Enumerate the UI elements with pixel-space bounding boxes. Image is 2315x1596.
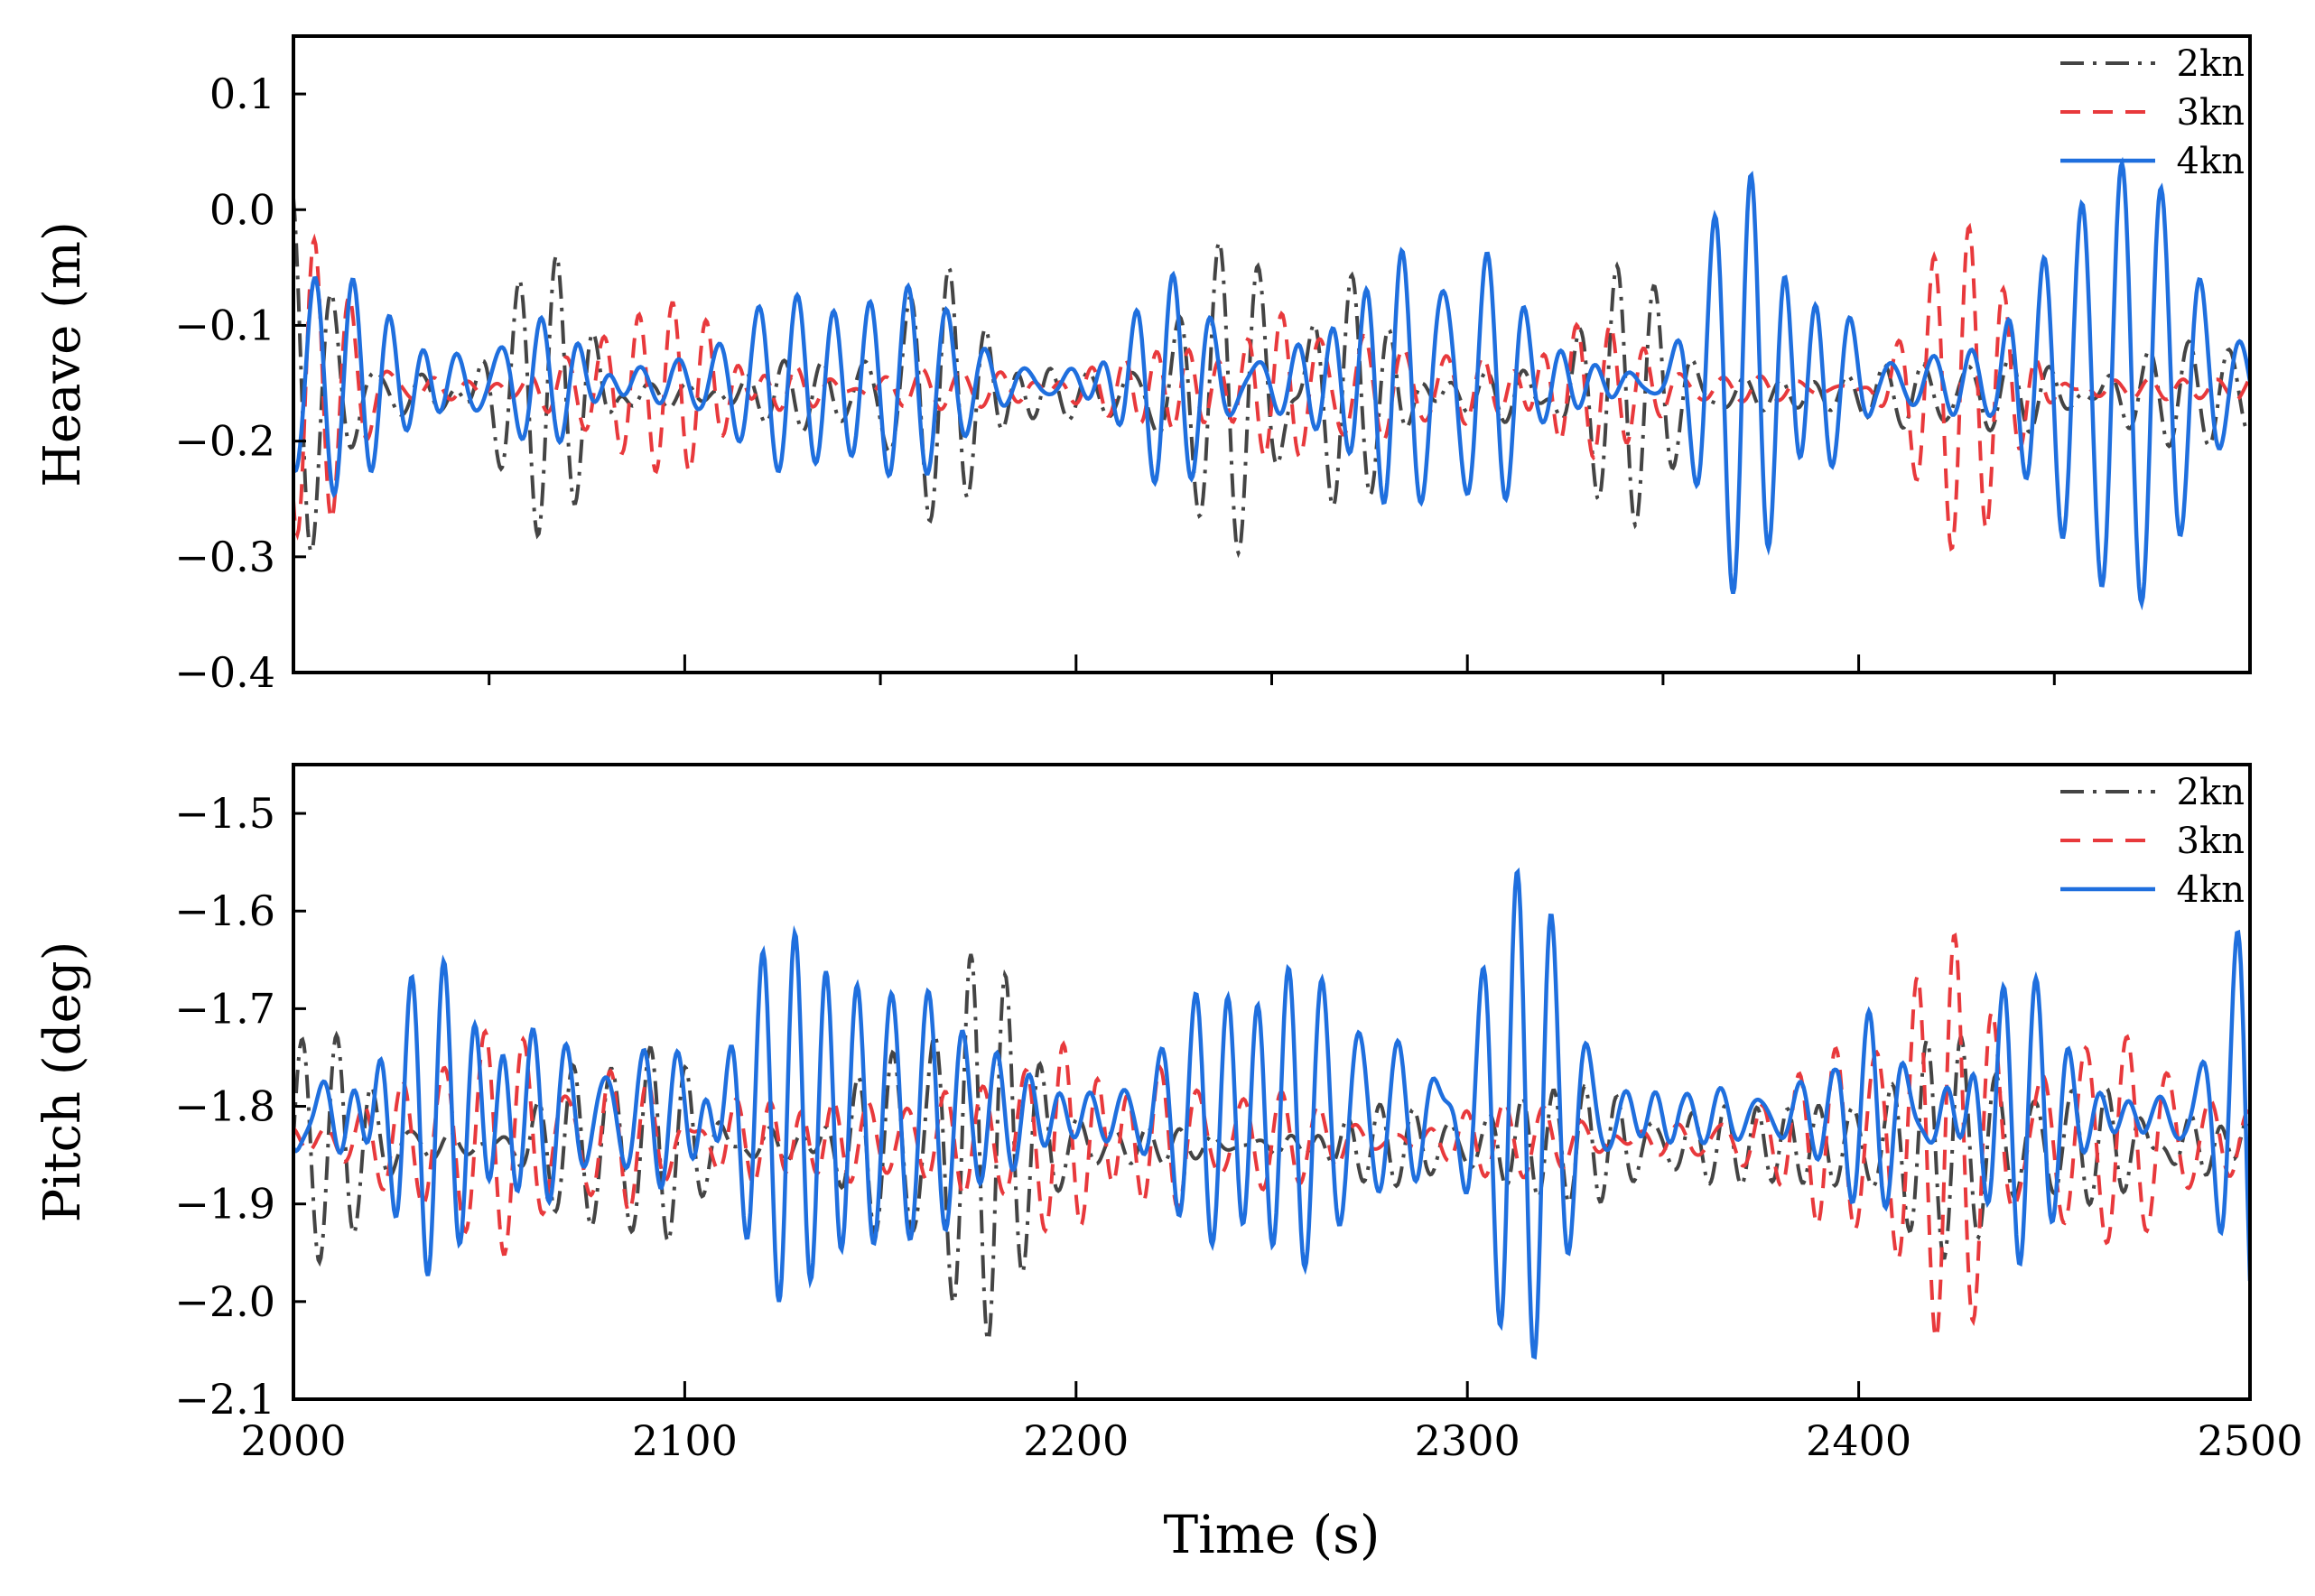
heave-panel: 0.1 0.0 −0.1 −0.2 −0.3 −0.4 Heave (m) 2kn 3kn 4kn — [33, 34, 2252, 697]
y-tick-label: −1.5 — [174, 789, 275, 838]
y-tick-label: −1.7 — [174, 984, 275, 1033]
y-tick-label: −2.1 — [174, 1375, 275, 1424]
y-axis-label: Heave (m) — [33, 221, 92, 487]
x-tick-label: 2400 — [1806, 1416, 1911, 1465]
x-tick-label: 2100 — [632, 1416, 738, 1465]
y-tick-label: −0.2 — [174, 417, 275, 466]
plot-frame — [292, 763, 2252, 1401]
y-tick-label: −2.0 — [174, 1277, 275, 1326]
series-line-2kn — [293, 198, 2250, 559]
legend-label-2kn: 2kn — [2177, 43, 2245, 85]
series-line-4kn — [293, 156, 2250, 611]
y-axis-label: Pitch (deg) — [33, 942, 92, 1223]
y-tick-label: −0.4 — [174, 648, 275, 697]
series-group — [293, 156, 2250, 611]
y-tick-label: 0.1 — [209, 70, 275, 118]
legend-label-4kn: 4kn — [2177, 869, 2245, 911]
x-axis-label: Time (s) — [1163, 1504, 1380, 1565]
series-group — [293, 867, 2250, 1360]
x-tick-label: 2000 — [240, 1416, 346, 1465]
series-line-3kn — [293, 222, 2250, 552]
y-tick-label: −0.1 — [174, 301, 275, 349]
y-tick-label: −1.8 — [174, 1082, 275, 1131]
y-tick-label: −0.3 — [174, 533, 275, 581]
legend: 2kn 3kn 4kn — [2060, 43, 2245, 182]
y-tick-label: 0.0 — [209, 185, 275, 234]
legend-label-2kn: 2kn — [2177, 772, 2245, 813]
y-tick-label: −1.6 — [174, 886, 275, 935]
series-line-4kn — [293, 867, 2250, 1360]
x-tick-label: 2200 — [1023, 1416, 1129, 1465]
legend-label-4kn: 4kn — [2177, 141, 2245, 182]
y-tick-label: −1.9 — [174, 1180, 275, 1229]
legend: 2kn 3kn 4kn — [2060, 772, 2245, 911]
legend-label-3kn: 3kn — [2177, 821, 2245, 862]
legend-label-3kn: 3kn — [2177, 92, 2245, 134]
series-line-3kn — [293, 933, 2250, 1341]
x-tick-label: 2500 — [2197, 1416, 2302, 1465]
x-tick-label: 2300 — [1415, 1416, 1520, 1465]
